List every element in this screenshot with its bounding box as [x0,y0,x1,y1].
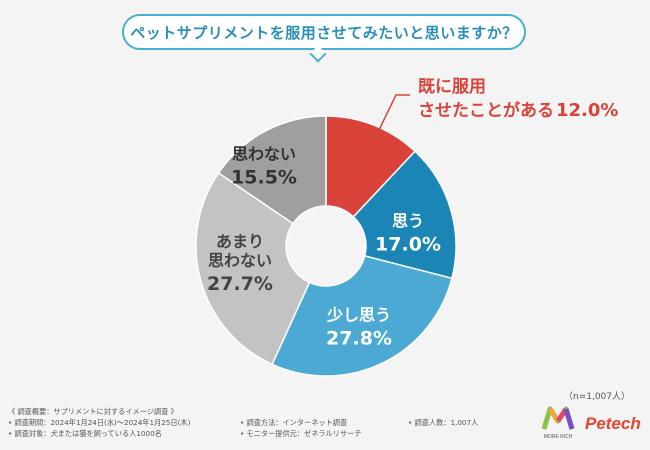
chart-title: ペットサプリメントを服用させてみたいと思いますか？ [130,23,518,42]
slice-not [217,115,327,225]
survey-heading: 《 調査概要：サプリメントに対するイメージ調査 》 [8,407,178,416]
slice-not_much [195,171,311,366]
survey-method: • 調査方法：インターネット調査 [240,418,348,427]
survey-target: • 調査対象：犬または猫を飼っている人1000名 [8,429,162,438]
sample-size-label: （n=1,007人） [563,392,630,402]
more-rich-logo: MORE RICH [541,406,575,440]
slice-think [352,150,457,280]
label-somewhat-line1: 少し思う [326,306,391,325]
survey-summary: 《 調査概要：サプリメントに対するイメージ調査 》 • 調査期間：2024年1月… [8,406,528,446]
survey-provider: • モニター提供元：ゼネラルリサーチ [240,429,362,438]
label-not-line1: 思わない [232,145,296,164]
chart-title-box: ペットサプリメントを服用させてみたいと思いますか？ [122,14,526,50]
value-not_much: 27.7% [207,273,273,295]
slice-already [325,115,417,218]
survey-count: • 調査人数：1,007人 [408,418,479,427]
label-not_much-line1: あまり [216,232,264,251]
petech-logo: Petech [585,414,641,433]
value-think: 17.0% [375,234,441,256]
leader-line-already [377,94,410,133]
slice-somewhat [271,255,453,377]
value-already: 12.0% [556,100,618,121]
label-already-line1: 既に服用 [418,77,486,97]
more-rich-logo-text: MORE RICH [544,434,573,440]
label-not_much-line2: 思わない [208,251,272,270]
label-think-line1: 思う [392,212,424,231]
label-already-line2: させたことがある [418,100,554,121]
value-somewhat: 27.8% [326,328,392,350]
survey-period: • 調査期間：2024年1月24日(水)～2024年1月25日(木) [8,418,191,427]
value-not: 15.5% [231,167,297,189]
